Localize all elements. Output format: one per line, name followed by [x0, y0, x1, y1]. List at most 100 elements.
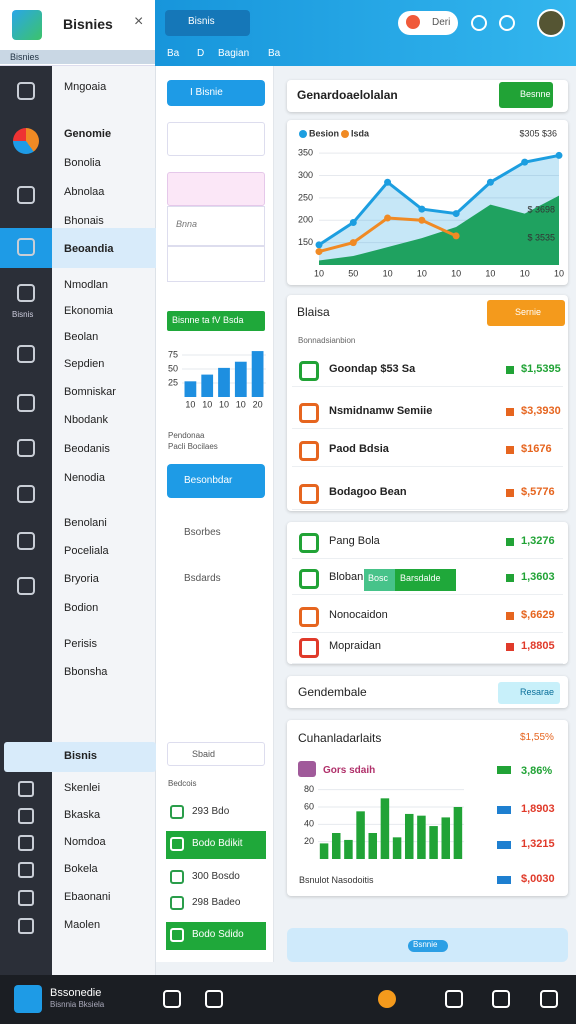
- menu-item[interactable]: Benolani: [64, 517, 107, 529]
- row-value: 1,8903: [521, 803, 555, 815]
- list-item[interactable]: Bodo Sdido: [192, 929, 244, 940]
- cyan-button[interactable]: [498, 682, 560, 704]
- y-tick-label: 300: [298, 170, 313, 180]
- lower-item[interactable]: Bokela: [64, 863, 98, 875]
- line-chart: 150 200 250 300 350 10 50 10 10 10 10 10 10 Besion Isd…: [298, 128, 564, 278]
- card-title: Genardoaelolalan: [297, 88, 398, 102]
- header-tab[interactable]: D: [197, 48, 205, 59]
- header-tab[interactable]: Ba: [167, 48, 180, 59]
- legend-swatch: [341, 130, 349, 138]
- blue-button[interactable]: [167, 464, 265, 498]
- menu-item[interactable]: Abnolaa: [64, 186, 105, 198]
- link[interactable]: Bsdards: [184, 573, 221, 584]
- bar: [331, 833, 341, 859]
- rail-icon: [17, 284, 35, 302]
- menu-item[interactable]: Poceliala: [64, 545, 109, 557]
- card: [287, 295, 568, 511]
- menu-item[interactable]: Nmodlan: [64, 279, 109, 291]
- rail-icon: [18, 890, 34, 906]
- lower-active-item[interactable]: Bisnis: [64, 750, 98, 762]
- row-name[interactable]: Bodagoo Bean: [329, 486, 407, 498]
- lower-item[interactable]: Ebaonani: [64, 891, 111, 903]
- menu-item[interactable]: Bodion: [64, 602, 99, 614]
- menu-item[interactable]: Sepdien: [64, 358, 105, 370]
- green-label-text: Bisnne ta fV Bsda: [172, 315, 244, 325]
- menu-item[interactable]: Bbonsha: [64, 666, 108, 678]
- bottom-icon[interactable]: [378, 990, 396, 1008]
- menu-item[interactable]: Beolan: [64, 331, 99, 343]
- row-name[interactable]: Nonocaidon: [329, 609, 388, 621]
- list-item[interactable]: Bodo Bdikit: [192, 838, 243, 849]
- lower-item[interactable]: Maolen: [64, 919, 101, 931]
- header-tab[interactable]: Ba: [268, 48, 281, 59]
- list-item[interactable]: 293 Bdo: [192, 806, 230, 817]
- header-icon[interactable]: [471, 15, 487, 31]
- bottom-icon[interactable]: [163, 990, 181, 1008]
- list-icon: [170, 870, 184, 884]
- menu-item[interactable]: Nbodank: [64, 414, 109, 426]
- menu-item[interactable]: Bhonais: [64, 215, 104, 227]
- header-icon[interactable]: [499, 15, 515, 31]
- active-rail: [0, 228, 52, 268]
- green-button[interactable]: [499, 82, 553, 108]
- bar-chart: 20 40 60 80: [304, 784, 464, 859]
- menu-item[interactable]: Bonolia: [64, 157, 101, 169]
- search-text[interactable]: Bisnis: [188, 16, 215, 27]
- bottom-icon[interactable]: [205, 990, 223, 1008]
- rail-icon: [17, 439, 35, 457]
- row-marker: [497, 766, 511, 774]
- bottom-icon[interactable]: [540, 990, 558, 1008]
- x-tick-label: 10: [417, 268, 427, 278]
- menu-item[interactable]: Genomie: [64, 128, 112, 140]
- bottom-icon[interactable]: [492, 990, 510, 1008]
- legend-label: Besion: [309, 128, 339, 138]
- primary-button[interactable]: [167, 80, 265, 106]
- bar: [184, 381, 197, 397]
- lower-item[interactable]: Nomdoa: [64, 836, 106, 848]
- row-icon: [299, 607, 319, 627]
- avatar[interactable]: [537, 9, 565, 37]
- lower-item[interactable]: Bkaska: [64, 809, 101, 821]
- row-name[interactable]: Pang Bola: [329, 535, 380, 547]
- link[interactable]: Bsorbes: [184, 527, 221, 538]
- active-item: [52, 228, 156, 268]
- row-marker: [506, 489, 514, 497]
- row-name[interactable]: Paod Bdsia: [329, 443, 389, 455]
- menu-item[interactable]: Bryoria: [64, 573, 99, 585]
- row-marker: [506, 538, 514, 546]
- point: [315, 248, 323, 256]
- input[interactable]: [167, 246, 265, 282]
- y-tick-label: 50: [168, 363, 178, 373]
- row-name[interactable]: Bloban: [329, 571, 364, 583]
- bottom-brand: Bssonedie: [50, 987, 102, 999]
- lower-item[interactable]: Skenlei: [64, 782, 101, 794]
- menu-item[interactable]: Beodanis: [64, 443, 110, 455]
- row-name[interactable]: Goondap $53 Sa: [329, 363, 416, 375]
- menu-item[interactable]: Perisis: [64, 638, 98, 650]
- bar: [319, 843, 329, 859]
- tag: Bisnies: [10, 52, 40, 62]
- search-field[interactable]: [167, 742, 265, 766]
- close-button[interactable]: ×: [134, 13, 144, 30]
- header-tab[interactable]: Bagian: [218, 48, 250, 59]
- input-pink[interactable]: [167, 172, 265, 206]
- point: [521, 158, 529, 166]
- y-tick-label: 150: [298, 237, 313, 247]
- bottom-icon[interactable]: [445, 990, 463, 1008]
- menu-item[interactable]: Beoandia: [64, 243, 114, 255]
- menu-item[interactable]: Bomniskar: [64, 386, 116, 398]
- menu-item[interactable]: Mngoaia: [64, 81, 107, 93]
- bar: [356, 811, 365, 859]
- menu-item[interactable]: Nenodia: [64, 472, 105, 484]
- bar: [344, 839, 353, 859]
- input[interactable]: [167, 206, 265, 246]
- list-item[interactable]: 300 Bosdo: [192, 871, 240, 882]
- row-name[interactable]: Nsmidnamw Semiie: [329, 405, 433, 417]
- input[interactable]: [167, 122, 265, 156]
- green-button-text: Besnne: [520, 89, 551, 99]
- list-item[interactable]: 298 Badeo: [192, 897, 241, 908]
- menu-item[interactable]: Ekonomia: [64, 305, 113, 317]
- row-name[interactable]: Mopraidan: [329, 640, 381, 652]
- green-label: [167, 311, 265, 331]
- orange-button[interactable]: [487, 300, 565, 326]
